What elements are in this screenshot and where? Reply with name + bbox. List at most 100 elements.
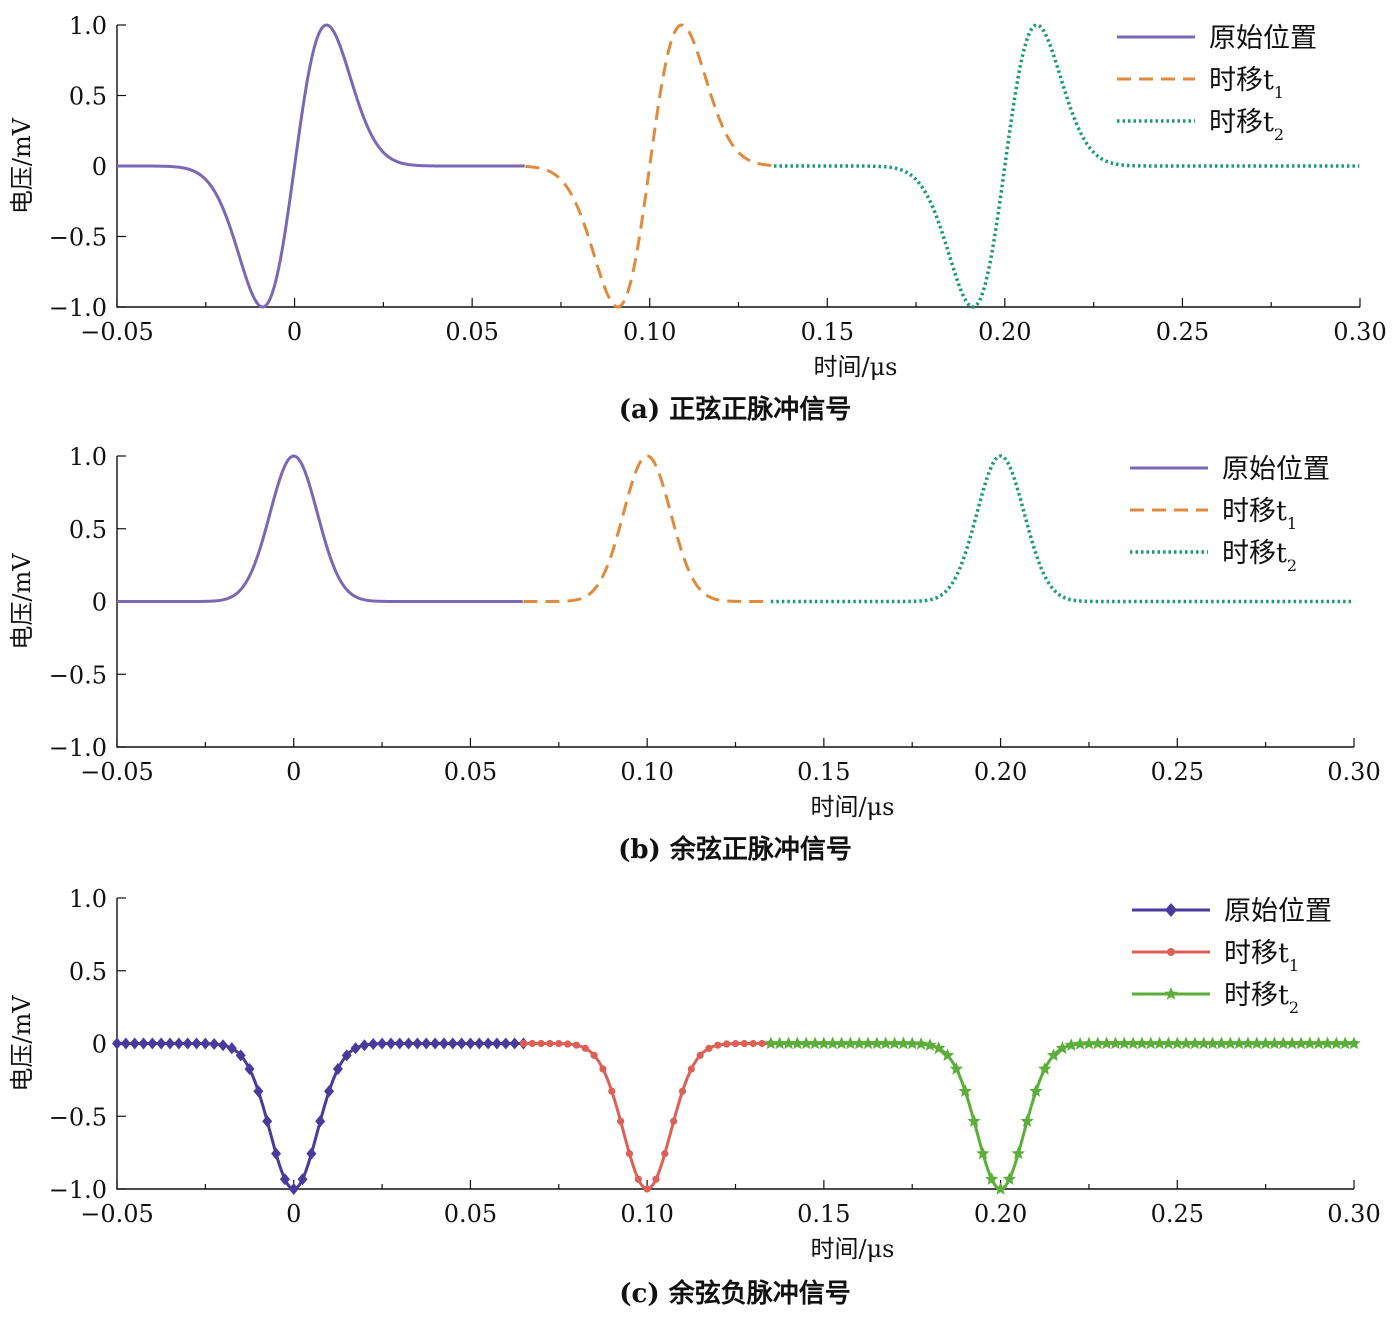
data-point	[1205, 1036, 1220, 1050]
data-point	[799, 1036, 813, 1050]
data-point	[138, 1037, 149, 1050]
data-point	[430, 1037, 441, 1050]
data-point	[1082, 1036, 1096, 1050]
data-point	[262, 1115, 273, 1128]
y-tick-label: −1.0	[49, 734, 107, 762]
legend-label-text: 时移t	[1222, 538, 1287, 569]
series-line	[116, 23, 525, 309]
data-point	[147, 1037, 158, 1050]
legend-label-subscript: 1	[1289, 956, 1299, 975]
chart-panel-2: −0.05 0 0.05 0.10 0.15 0.20 0.25 0.30 −1.0 −0.5 0 0…	[8, 885, 1381, 1309]
data-point	[297, 1173, 308, 1186]
x-tick-label: 0.30	[1333, 318, 1386, 346]
legend-marker	[1165, 903, 1177, 917]
y-tick-label: −1.0	[49, 1176, 107, 1204]
data-point	[332, 1063, 343, 1076]
x-tick-label: 0	[287, 318, 302, 346]
x-tick-label: 0	[286, 758, 301, 786]
data-point	[235, 1049, 246, 1062]
series-0-1	[525, 23, 775, 309]
x-tick-label: 0.05	[444, 1200, 497, 1228]
data-point	[826, 1036, 840, 1050]
data-point	[958, 1084, 972, 1097]
y-tick-label: 0.5	[69, 516, 107, 544]
data-point	[696, 1051, 704, 1059]
data-point	[879, 1036, 893, 1050]
y-tick-label: 0.5	[69, 83, 107, 111]
data-point	[714, 1041, 722, 1049]
x-axis-label: 时间/μs	[814, 353, 898, 381]
data-point	[341, 1049, 352, 1062]
data-point	[781, 1036, 796, 1050]
y-tick-label: 0	[92, 589, 107, 617]
data-point	[870, 1036, 884, 1050]
data-point	[209, 1038, 220, 1051]
data-point	[1011, 1146, 1025, 1160]
y-axis-label: 电压/mV	[8, 553, 36, 650]
data-point	[861, 1036, 875, 1050]
data-point	[1108, 1036, 1123, 1050]
series-line	[525, 23, 775, 309]
data-point	[244, 1063, 255, 1076]
y-tick-label: −0.5	[49, 1103, 107, 1131]
legend-label: 时移t1	[1209, 65, 1284, 102]
legend-label: 时移t2	[1222, 538, 1297, 575]
x-tick-label: 0.30	[1327, 1200, 1380, 1228]
data-point	[1241, 1036, 1255, 1050]
legend-marker	[1164, 987, 1178, 1000]
data-point	[887, 1036, 902, 1050]
data-point	[483, 1037, 494, 1050]
data-point	[843, 1036, 858, 1050]
data-point	[749, 1039, 757, 1048]
data-point	[537, 1039, 545, 1048]
data-point	[1038, 1062, 1052, 1075]
x-tick-label: 0.10	[623, 318, 676, 346]
x-tick-label: 0.20	[974, 1200, 1027, 1228]
x-tick-label: 0.05	[445, 318, 498, 346]
series-2-0	[112, 1037, 529, 1195]
legend-label-text: 时移t	[1209, 107, 1274, 138]
data-point	[914, 1037, 928, 1050]
x-tick-label: 0.20	[978, 318, 1031, 346]
data-point	[599, 1065, 607, 1073]
data-point	[1144, 1036, 1158, 1050]
x-tick-label: 0.25	[1151, 1200, 1204, 1228]
data-point	[608, 1087, 616, 1095]
data-point	[288, 1183, 299, 1195]
data-point	[173, 1037, 184, 1050]
series-1-1	[523, 454, 771, 603]
data-point	[1267, 1036, 1282, 1050]
data-point	[191, 1037, 202, 1050]
data-point	[670, 1117, 678, 1125]
data-point	[500, 1037, 511, 1050]
series-2-2	[764, 1036, 1361, 1195]
y-tick-label: 1.0	[69, 443, 107, 471]
legend-label-subscript: 2	[1289, 998, 1299, 1017]
data-point	[1064, 1038, 1078, 1051]
data-point	[790, 1036, 805, 1050]
data-point	[306, 1147, 317, 1160]
data-point	[932, 1041, 946, 1054]
data-point	[394, 1037, 405, 1050]
data-point	[491, 1037, 502, 1050]
series-0-0	[116, 23, 525, 309]
x-axis-label: 时间/μs	[811, 1235, 895, 1263]
data-point	[572, 1041, 581, 1049]
y-tick-label: 1.0	[69, 12, 107, 40]
y-axis-label: 电压/mV	[8, 117, 36, 214]
legend-label-text: 原始位置	[1222, 454, 1330, 485]
data-point	[905, 1036, 919, 1050]
data-point	[1232, 1036, 1246, 1050]
chart-panel-0: −0.05 0 0.05 0.10 0.15 0.20 0.25 0.30 −1.0 −0.5 0 0…	[8, 12, 1387, 425]
data-point	[1179, 1036, 1193, 1050]
data-point	[1312, 1036, 1326, 1050]
data-point	[731, 1040, 740, 1048]
data-point	[634, 1175, 642, 1183]
data-point	[474, 1037, 485, 1050]
data-point	[967, 1114, 981, 1127]
data-point	[112, 1037, 122, 1050]
x-tick-label: 0.25	[1151, 758, 1204, 786]
